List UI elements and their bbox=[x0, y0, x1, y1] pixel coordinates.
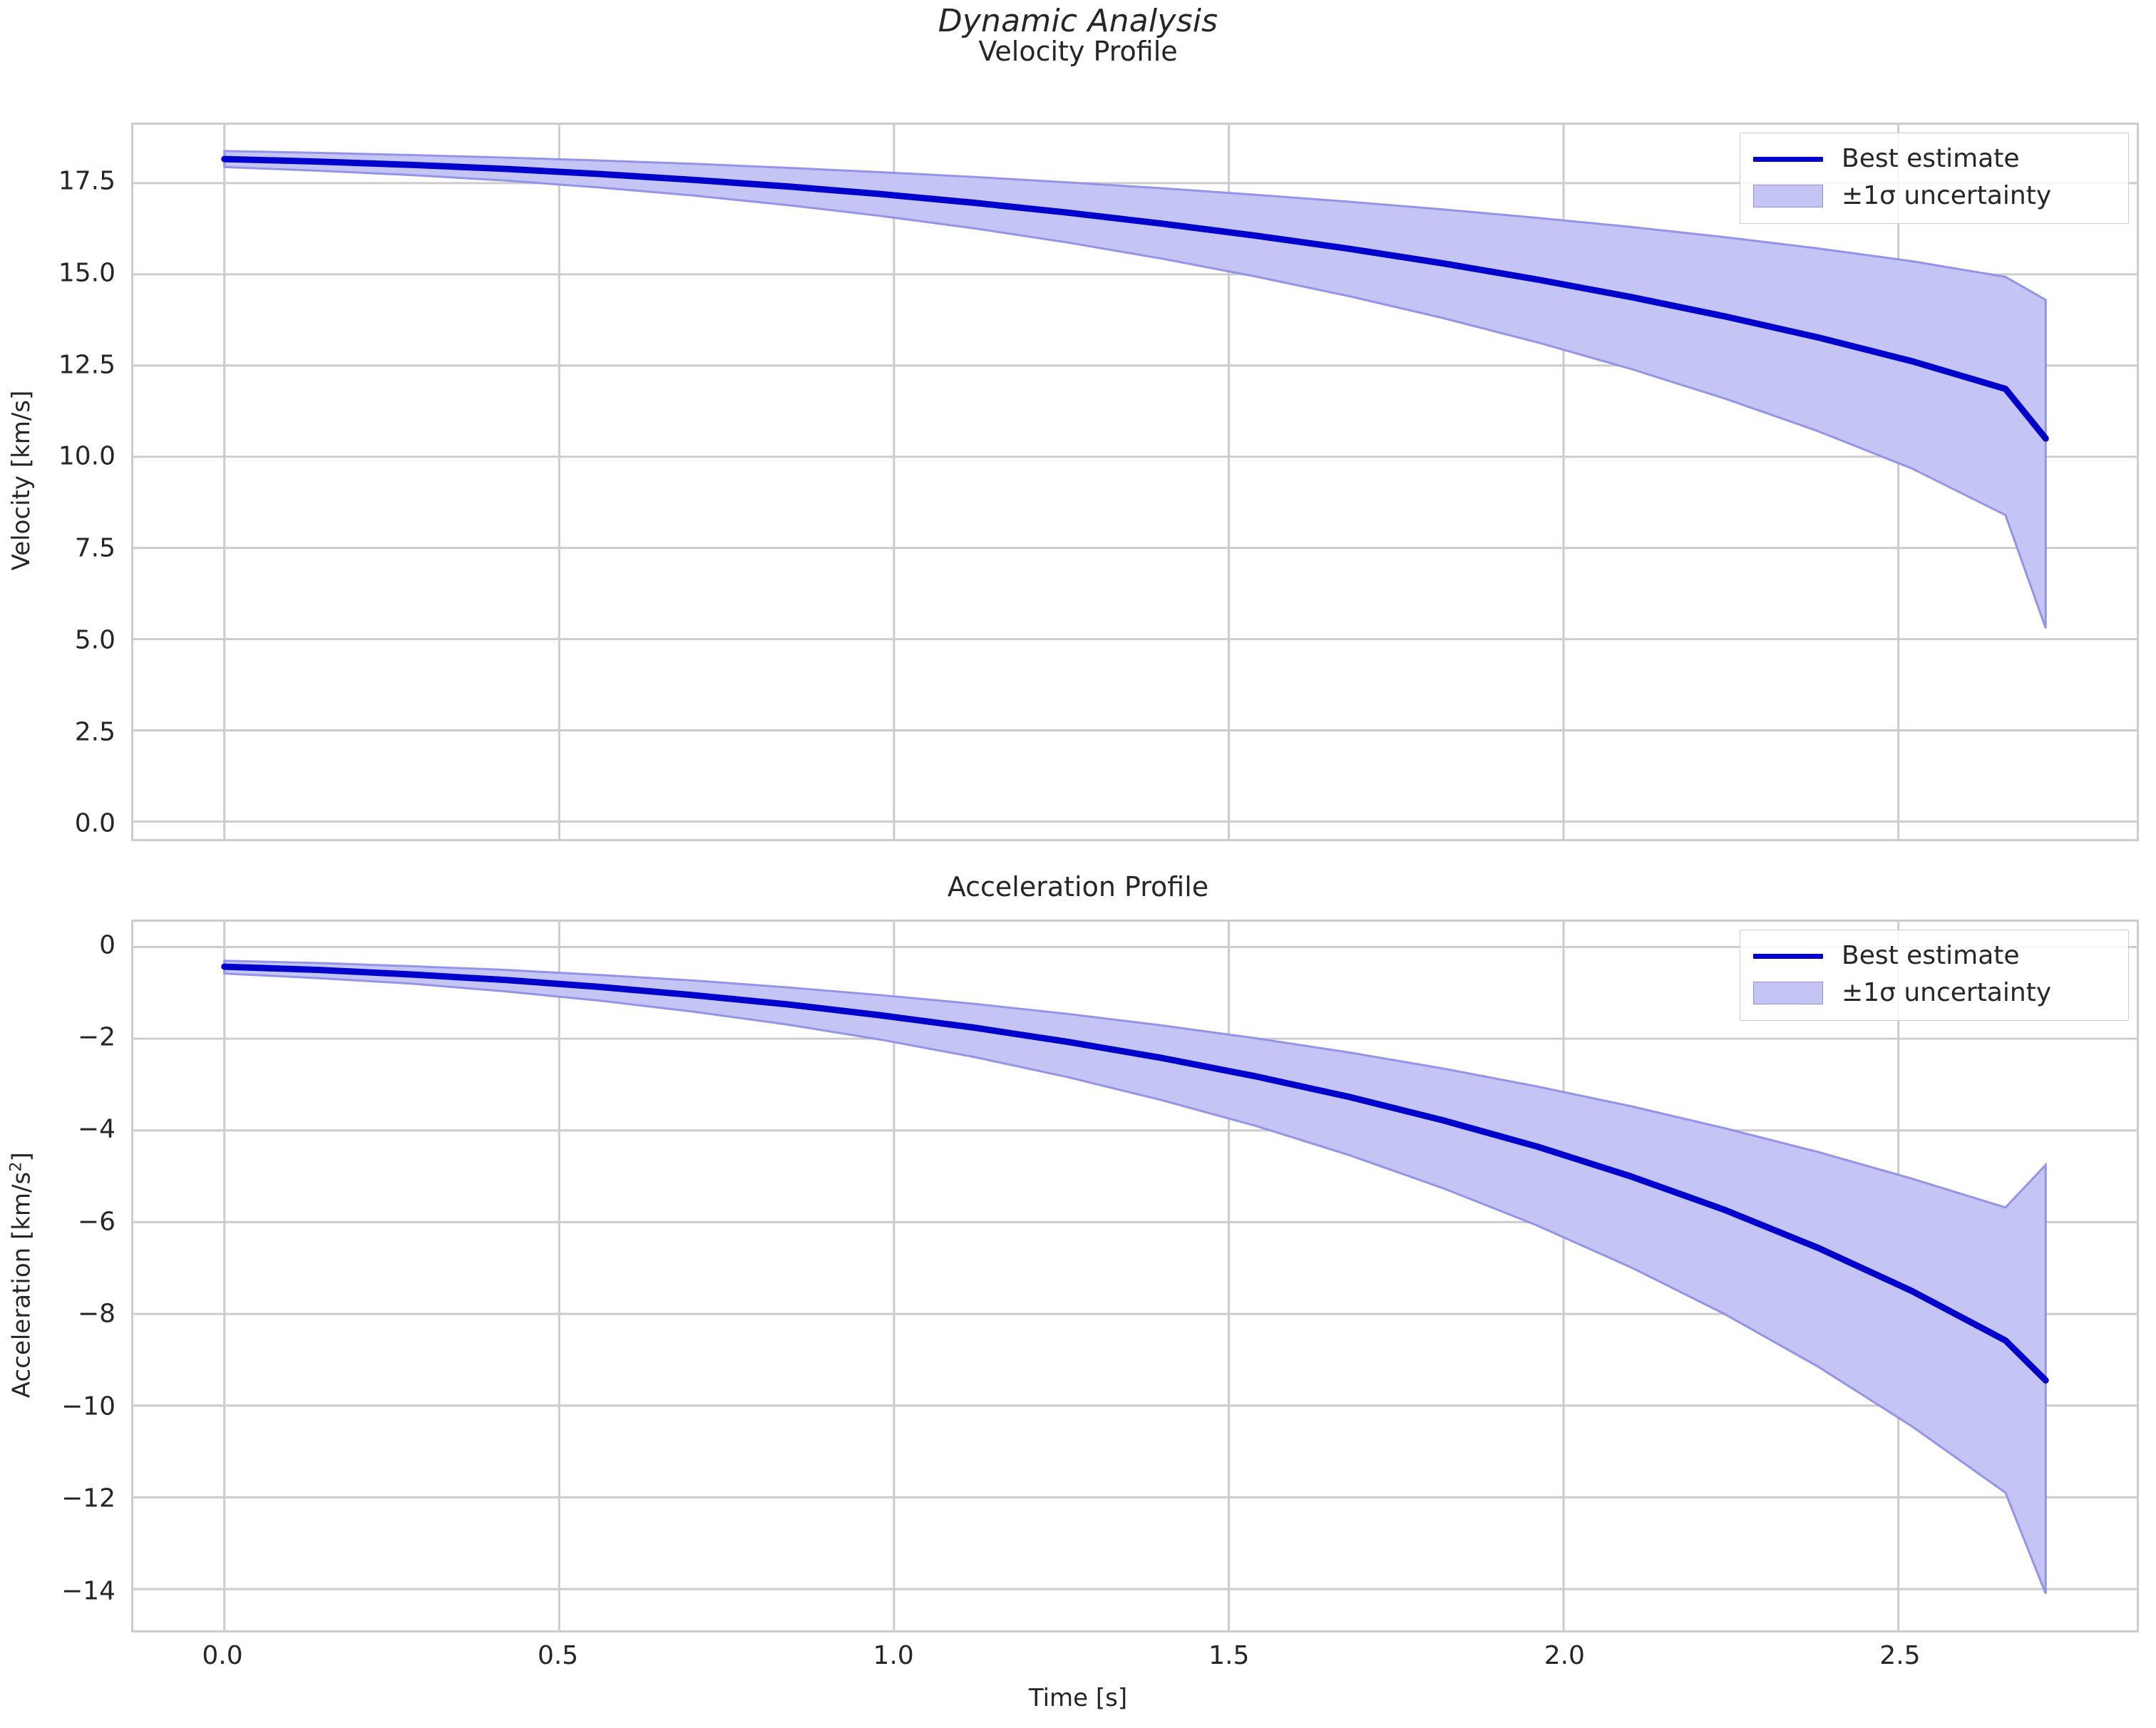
ytick-label: −10 bbox=[61, 1392, 115, 1421]
ytick-label: −2 bbox=[77, 1022, 115, 1052]
xtick-label: 0.0 bbox=[202, 1641, 243, 1670]
velocity-panel-title: Velocity Profile bbox=[978, 36, 1178, 67]
ytick-label: −12 bbox=[61, 1483, 115, 1513]
acceleration-panel-title: Acceleration Profile bbox=[947, 871, 1209, 902]
acceleration-axis-label-close: ] bbox=[7, 1152, 36, 1162]
figure-suptitle: Dynamic Analysis bbox=[938, 3, 1218, 39]
time-axis-label: Time [s] bbox=[1028, 1684, 1128, 1712]
velocity-plot-area bbox=[131, 123, 2139, 841]
xtick-label: 2.5 bbox=[1879, 1641, 1921, 1670]
xtick-label: 1.0 bbox=[873, 1641, 914, 1670]
ytick-label: 0 bbox=[99, 930, 115, 960]
ytick-label: 15.0 bbox=[58, 258, 115, 288]
ytick-label: −4 bbox=[77, 1114, 115, 1144]
legend-band-swatch bbox=[1750, 979, 1826, 1007]
legend-row-band: ±1σ uncertainty bbox=[1750, 974, 2118, 1012]
legend-band-label: ±1σ uncertainty bbox=[1842, 181, 2052, 210]
ytick-label: 5.0 bbox=[74, 625, 115, 655]
legend-row-band: ±1σ uncertainty bbox=[1750, 178, 2118, 215]
acceleration-plot-area bbox=[131, 920, 2139, 1632]
ytick-label: 12.5 bbox=[58, 350, 115, 380]
legend-line-label: Best estimate bbox=[1842, 941, 2020, 970]
legend-band-swatch bbox=[1750, 182, 1826, 210]
xtick-label: 1.5 bbox=[1208, 1641, 1250, 1670]
legend-line-label: Best estimate bbox=[1842, 144, 2020, 173]
legend-band-label: ±1σ uncertainty bbox=[1842, 978, 2052, 1007]
xtick-label: 0.5 bbox=[537, 1641, 579, 1670]
acceleration-axis-label-text: Acceleration [km/s bbox=[7, 1171, 36, 1399]
ytick-label: −8 bbox=[77, 1299, 115, 1329]
ytick-label: 17.5 bbox=[58, 166, 115, 196]
velocity-plot-svg bbox=[133, 125, 2137, 839]
legend-row-line: Best estimate bbox=[1750, 937, 2118, 974]
velocity-axis-label: Velocity [km/s] bbox=[7, 390, 36, 571]
ytick-label: −6 bbox=[77, 1207, 115, 1237]
legend-line-swatch bbox=[1750, 145, 1826, 173]
ytick-label: 10.0 bbox=[58, 441, 115, 471]
acceleration-plot-svg bbox=[133, 922, 2137, 1630]
acceleration-axis-label-exponent: 2 bbox=[6, 1161, 26, 1172]
legend-line-swatch bbox=[1750, 942, 1826, 970]
acceleration-legend: Best estimate ±1σ uncertainty bbox=[1740, 930, 2129, 1021]
ytick-label: 7.5 bbox=[74, 533, 115, 563]
ytick-label: −14 bbox=[61, 1576, 115, 1606]
ytick-label: 2.5 bbox=[74, 717, 115, 747]
xtick-label: 2.0 bbox=[1544, 1641, 1585, 1670]
acceleration-axis-label: Acceleration [km/s2] bbox=[6, 1097, 36, 1454]
velocity-legend: Best estimate ±1σ uncertainty bbox=[1740, 133, 2129, 224]
legend-row-line: Best estimate bbox=[1750, 140, 2118, 178]
ytick-label: 0.0 bbox=[74, 808, 115, 838]
